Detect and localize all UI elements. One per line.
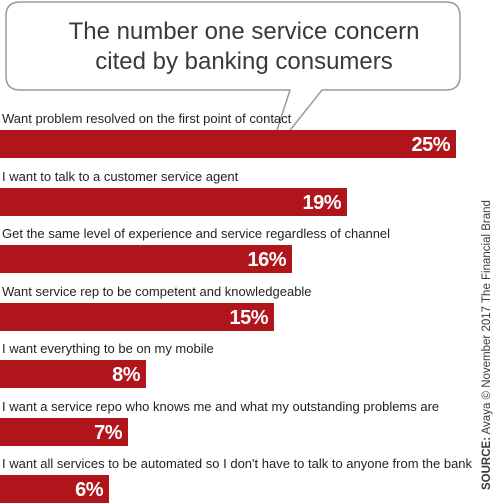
bar: 6% <box>0 475 109 503</box>
bar-category-label: I want a service repo who knows me and w… <box>2 398 440 414</box>
bar: 8% <box>0 360 146 388</box>
bar-value-label: 19% <box>302 191 341 214</box>
bar-value-label: 7% <box>94 421 122 444</box>
bar-value-label: 8% <box>112 364 140 386</box>
chart-title-line-1: The number one service concern <box>68 18 420 45</box>
source-text: Avaya © November 2017 The Financial Bran… <box>481 200 493 435</box>
bar: 19% <box>0 187 347 216</box>
source-key: SOURCE: <box>481 436 493 490</box>
bar: 16% <box>0 245 292 273</box>
bar-category-label: Want service rep to be competent and kno… <box>2 283 312 299</box>
bar-value-label: 25% <box>411 134 450 156</box>
bar: 7% <box>0 417 128 446</box>
bar-value-label: 16% <box>247 249 286 271</box>
bar-category-label: Want problem resolved on the first point… <box>2 111 292 126</box>
bar-category-label: I want everything to be on my mobile <box>2 341 214 356</box>
bar-category-label: I want to talk to a customer service age… <box>2 168 239 184</box>
bar: 15% <box>0 302 274 331</box>
bar-value-label: 6% <box>75 479 103 501</box>
bar-category-label: I want all services to be automated so I… <box>2 456 473 471</box>
source-credit: SOURCE: Avaya © November 2017 The Financ… <box>481 110 493 490</box>
bar: 25% <box>0 130 456 158</box>
chart-title-line-2: cited by banking consumers <box>95 48 393 75</box>
bar-value-label: 15% <box>229 306 268 329</box>
bar-category-label: Get the same level of experience and ser… <box>2 226 391 241</box>
